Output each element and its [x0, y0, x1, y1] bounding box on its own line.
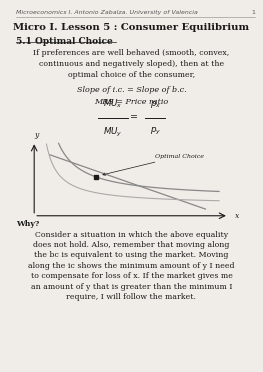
- Text: If preferences are well behaved (smooth, convex,: If preferences are well behaved (smooth,…: [33, 49, 230, 57]
- Text: x: x: [235, 212, 239, 220]
- Text: MRS = Price ratio: MRS = Price ratio: [94, 98, 169, 106]
- Text: $p_y$: $p_y$: [150, 126, 161, 137]
- Text: Optimal Choice: Optimal Choice: [103, 154, 204, 175]
- Text: y: y: [34, 131, 38, 139]
- Text: continuous and negatively sloped), then at the: continuous and negatively sloped), then …: [39, 60, 224, 68]
- Text: Slope of i.c. = Slope of b.c.: Slope of i.c. = Slope of b.c.: [77, 86, 186, 94]
- Text: to compensate for loss of x. If the market gives me: to compensate for loss of x. If the mark…: [31, 272, 232, 280]
- Text: Why?: Why?: [16, 220, 39, 228]
- Text: optimal choice of the consumer,: optimal choice of the consumer,: [68, 71, 195, 80]
- Text: 1: 1: [251, 10, 255, 15]
- Text: Microeconomics I. Antonio Zabalza. University of Valencia: Microeconomics I. Antonio Zabalza. Unive…: [16, 10, 198, 15]
- Text: $MU_x$: $MU_x$: [103, 97, 123, 110]
- Text: require, I will follow the market.: require, I will follow the market.: [67, 293, 196, 301]
- Text: does not hold. Also, remember that moving along: does not hold. Also, remember that movin…: [33, 241, 230, 249]
- Text: $MU_y$: $MU_y$: [103, 126, 123, 139]
- Text: Micro I. Lesson 5 : Consumer Equilibrium: Micro I. Lesson 5 : Consumer Equilibrium: [13, 23, 250, 32]
- Text: an amount of y that is greater than the minimum I: an amount of y that is greater than the …: [31, 283, 232, 291]
- Text: the bc is equivalent to using the market. Moving: the bc is equivalent to using the market…: [34, 251, 229, 260]
- Text: =: =: [130, 113, 138, 122]
- Text: $p_x$: $p_x$: [150, 99, 161, 110]
- Text: 5.1 Optimal Choice: 5.1 Optimal Choice: [16, 37, 113, 46]
- Text: Consider a situation in which the above equality: Consider a situation in which the above …: [35, 231, 228, 239]
- Text: along the ic shows the minimum amount of y I need: along the ic shows the minimum amount of…: [28, 262, 235, 270]
